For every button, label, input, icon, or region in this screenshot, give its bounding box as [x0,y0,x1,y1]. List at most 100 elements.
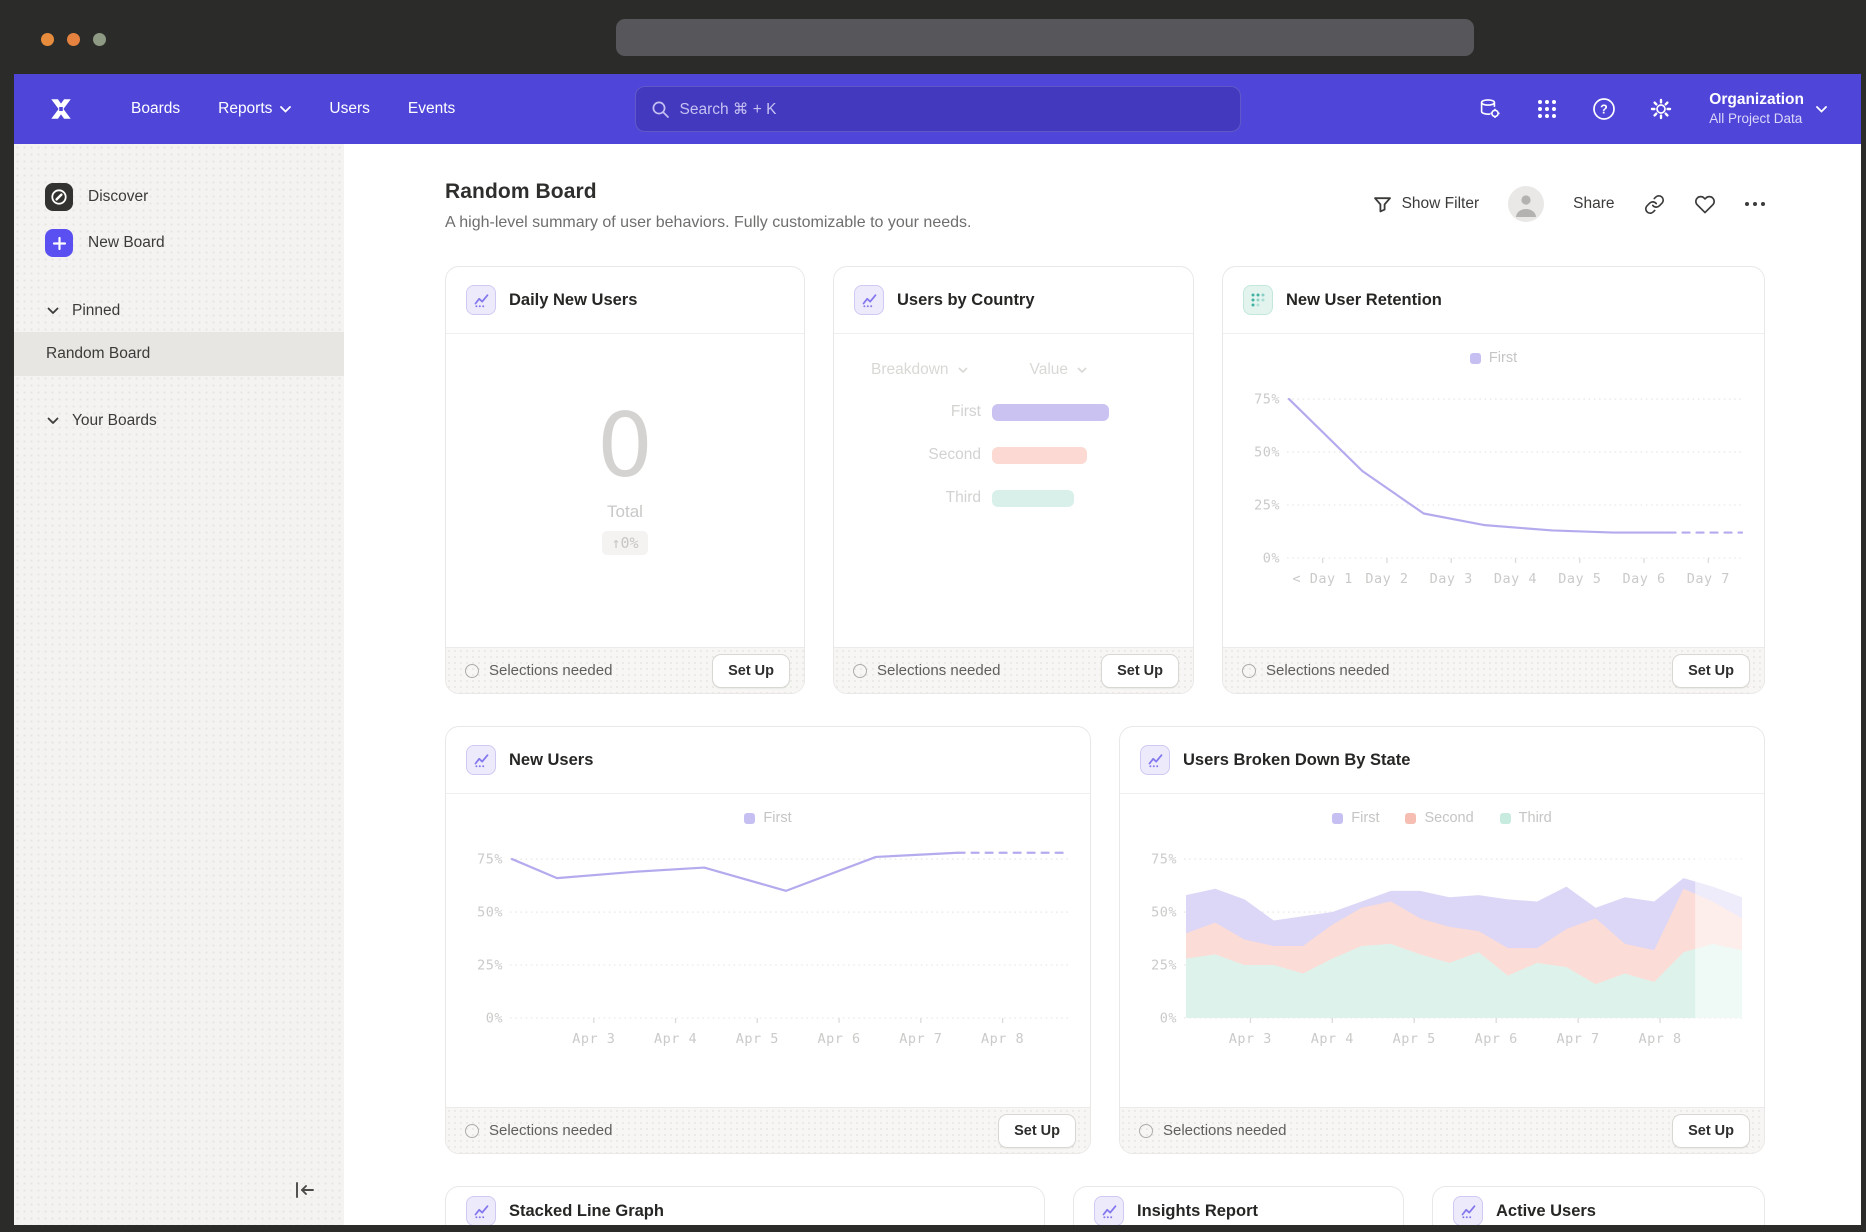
svg-text:50%: 50% [477,905,503,921]
svg-text:25%: 25% [477,958,503,974]
favorite-button[interactable] [1694,194,1716,215]
legend-swatch-icon [1469,352,1481,364]
country-bars: First Second Third [834,403,1193,507]
sidebar-section-label: Pinned [72,302,121,319]
discover-compass-icon [45,183,73,211]
nav-item-boards[interactable]: Boards [118,91,193,127]
retention-line-chart: 75% 50% 25% 0% < Day 1 Day 2 Day 3 Day 4 Day 5 Da… [1254,392,1744,587]
breakdown-dropdown[interactable]: Breakdown [871,361,968,379]
apps-grid-icon[interactable] [1534,96,1560,122]
kpi-block: 0 Total ↑0% [446,322,804,635]
sidebar-section-pinned[interactable]: Pinned [14,292,344,330]
svg-text:Day 5: Day 5 [1558,571,1601,587]
set-up-button[interactable]: Set Up [1672,1113,1750,1148]
window-zoom-button[interactable] [93,33,106,46]
country-bar-row: First [834,403,1193,421]
set-up-button[interactable]: Set Up [1101,653,1179,688]
legend-item: Second [1405,810,1474,826]
sidebar-item-label: Discover [88,188,149,205]
app-window: Boards Reports Users Events Search ⌘ + K [14,74,1861,1225]
chevron-down-icon [47,307,59,314]
nav-item-users[interactable]: Users [316,91,382,127]
legend-item: First [1332,810,1379,826]
nav-item-events[interactable]: Events [395,91,468,127]
show-filter-button[interactable]: Show Filter [1373,195,1480,214]
sidebar-collapse-button[interactable] [290,1175,320,1205]
copy-link-button[interactable] [1644,194,1665,215]
navbar-right-actions: ? Organization All Project Data [1477,91,1827,127]
settings-gear-icon[interactable] [1648,96,1674,122]
org-switcher[interactable]: Organization All Project Data [1709,91,1827,127]
plus-icon [45,229,73,257]
window-minimize-button[interactable] [67,33,80,46]
data-management-icon[interactable] [1477,96,1503,122]
bar [992,489,1074,507]
users-by-state-area-chart: 75% 50% 25% 0% Apr 3 Apr 4 Apr 5 Apr 6 Apr 7 Apr … [1151,840,1742,1047]
svg-text:Apr 6: Apr 6 [817,1031,860,1047]
card-users-by-country: Users by Country Breakdown Value [833,266,1194,694]
status-circle-icon [1242,663,1256,678]
window-titlebar [0,0,1866,74]
status-text: Selections needed [877,662,1001,679]
chart-legend: First [446,810,1090,826]
search-placeholder: Search ⌘ + K [679,100,777,118]
svg-text:Apr 4: Apr 4 [1311,1031,1354,1047]
link-icon [1644,194,1664,214]
global-search-input[interactable]: Search ⌘ + K [634,86,1241,132]
card-title: Active Users [1496,1201,1596,1220]
chevron-down-icon [280,105,292,113]
share-button[interactable]: Share [1573,195,1614,213]
more-options-button[interactable] [1744,201,1765,207]
nav-item-label: Boards [131,100,181,117]
browser-address-bar[interactable] [616,19,1474,56]
svg-text:0%: 0% [1160,1011,1177,1027]
nav-item-label: Events [407,100,456,117]
traffic-lights [41,33,106,46]
nav-item-reports[interactable]: Reports [205,91,304,127]
legend-item: First [1469,350,1517,366]
nav-item-label: Reports [218,100,273,117]
value-dropdown[interactable]: Value [1030,361,1088,379]
window-close-button[interactable] [41,33,54,46]
svg-text:Day 6: Day 6 [1622,571,1665,587]
card-daily-new-users: Daily New Users 0 Total ↑0% Selections n… [445,266,805,694]
chart-legend: First [1223,350,1764,366]
status-circle-icon [1139,1123,1153,1138]
collapse-sidebar-icon [296,1182,314,1198]
avatar[interactable] [1508,186,1545,222]
chevron-down-icon [1077,367,1087,373]
svg-text:Apr 5: Apr 5 [1393,1031,1436,1047]
svg-text:25%: 25% [1254,498,1280,514]
sidebar-item-random-board[interactable]: Random Board [14,332,344,376]
legend-swatch-icon [1405,812,1417,824]
insights-chart-icon [1140,745,1170,775]
nav-item-label: Users [329,100,370,117]
status-text: Selections needed [489,1122,613,1139]
sidebar-section-your-boards[interactable]: Your Boards [14,402,344,440]
heart-icon [1694,195,1715,213]
help-icon[interactable]: ? [1591,96,1617,122]
bar-label: Third [945,489,981,506]
bar [992,446,1087,464]
sidebar-item-discover[interactable]: Discover [14,174,344,220]
set-up-button[interactable]: Set Up [1672,653,1750,688]
svg-text:Apr 6: Apr 6 [1475,1031,1518,1047]
status-badge: Selections needed [465,1122,612,1139]
insights-chart-icon [466,1196,496,1225]
set-up-button[interactable]: Set Up [712,653,790,688]
chevron-down-icon [957,367,968,373]
svg-text:50%: 50% [1151,905,1177,921]
board-main: Random Board A high-level summary of use… [344,144,1861,1225]
status-circle-icon [465,1123,479,1138]
board-subtitle: A high-level summary of user behaviors. … [445,214,972,231]
show-filter-label: Show Filter [1401,195,1480,212]
mixpanel-logo-icon[interactable] [44,94,78,124]
chart-legend: First Second Third [1120,810,1764,826]
country-bar-row: Second [834,446,1193,464]
legend-swatch-icon [1499,812,1511,824]
svg-text:?: ? [1600,102,1608,116]
dropdown-label: Breakdown [871,361,949,378]
set-up-button[interactable]: Set Up [998,1113,1076,1148]
sidebar-item-new-board[interactable]: New Board [14,220,344,266]
status-text: Selections needed [1163,1122,1287,1139]
